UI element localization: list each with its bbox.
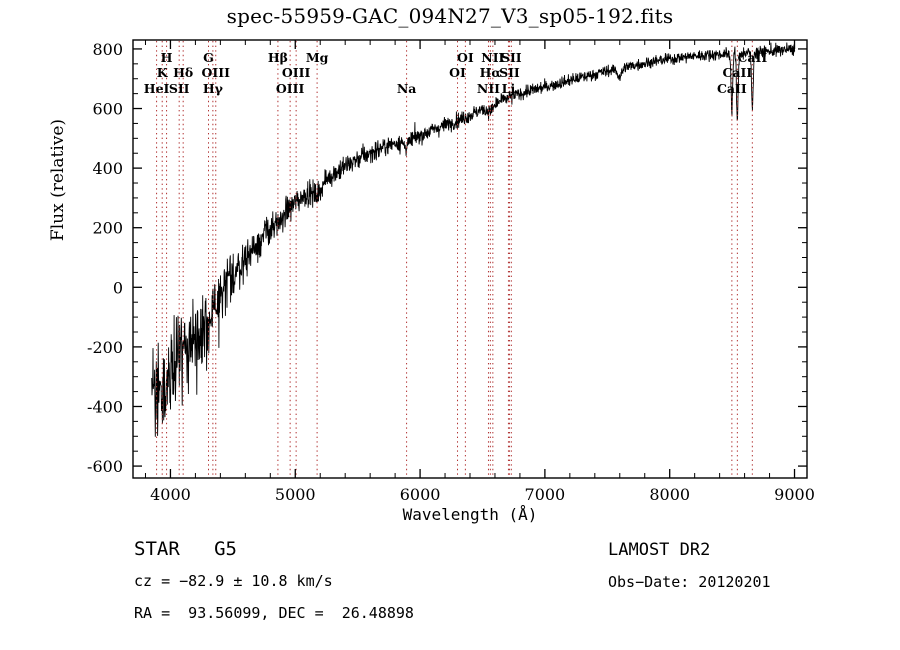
spectral-line-label-NII-15: NII <box>477 81 500 96</box>
spectral-line-label-G-6: G <box>203 50 214 65</box>
survey-text: LAMOST DR2 <box>608 540 711 560</box>
x-tick-label-4000: 4000 <box>150 485 191 504</box>
spectral-line-label-OIII-10: OIII <box>282 65 311 80</box>
page-title: spec-55959-GAC_094N27_V3_sp05-192.fits <box>226 4 674 28</box>
object-class-text: STAR G5 <box>134 538 237 560</box>
y-tick-label-800: 800 <box>92 40 123 59</box>
spectral-line-label-Li-20: Li <box>502 81 516 96</box>
spectral-line-label-SII-18: SII <box>499 65 520 80</box>
x-tick-label-5000: 5000 <box>275 485 316 504</box>
y-tick-label-200: 200 <box>92 219 123 238</box>
spectral-line-label-SII-19: SII <box>501 50 522 65</box>
spectral-line-label-OIII-7: OIII <box>202 65 231 80</box>
x-tick-label-9000: 9000 <box>774 485 815 504</box>
spectral-line-label-HeI-0: HeI <box>144 81 170 96</box>
y-tick-label-0: 0 <box>113 278 123 297</box>
spectral-line-label-OI-14: OI <box>457 50 474 65</box>
spectral-line-label-CaII-23: CaII <box>737 50 767 65</box>
spectral-line-label-Mg-11: Mg <box>306 50 329 65</box>
y-tick-label-600: 600 <box>92 100 123 119</box>
obs-date-text: Obs−Date: 20120201 <box>608 573 771 591</box>
x-tick-label-6000: 6000 <box>400 485 441 504</box>
spectral-line-label-K-1: K <box>157 65 169 80</box>
y-tick-label--200: -200 <box>87 338 123 357</box>
spectral-line-label-H-16: Hα <box>480 65 502 80</box>
spectral-line-label-NII-17: NII <box>481 50 504 65</box>
spectrum-trace <box>151 42 796 437</box>
x-tick-label-8000: 8000 <box>649 485 690 504</box>
x-axis-label: Wavelength (Å) <box>402 505 538 524</box>
radial-velocity-text: cz = −82.9 ± 10.8 km/s <box>134 572 333 590</box>
spectral-line-label-SII-3: SII <box>169 81 190 96</box>
spectral-line-label-H-2: H <box>161 50 173 65</box>
coordinates-text: RA = 93.56099, DEC = 26.48898 <box>134 604 414 622</box>
spectral-line-label-H-5: Hγ <box>203 81 224 96</box>
spectral-line-label-CaII-21: CaII <box>717 81 747 96</box>
spectral-line-label-OI-13: OI <box>449 65 466 80</box>
spectral-line-label-OIII-9: OIII <box>276 81 305 96</box>
plot-frame <box>132 39 808 479</box>
y-tick-label-400: 400 <box>92 159 123 178</box>
spectral-line-label-H-8: Hβ <box>268 50 288 65</box>
spectral-line-label-Na-12: Na <box>397 81 417 96</box>
spectrum-plot: HeIKHSIIHδHγGOIIIHβOIIIOIIIMgNaOIOINIIHα… <box>87 39 815 504</box>
y-tick-label--600: -600 <box>87 457 123 476</box>
y-tick-label--400: -400 <box>87 397 123 416</box>
spectral-line-label-CaII-22: CaII <box>722 65 752 80</box>
spectral-line-label-H-4: Hδ <box>173 65 193 80</box>
x-tick-label-7000: 7000 <box>525 485 566 504</box>
